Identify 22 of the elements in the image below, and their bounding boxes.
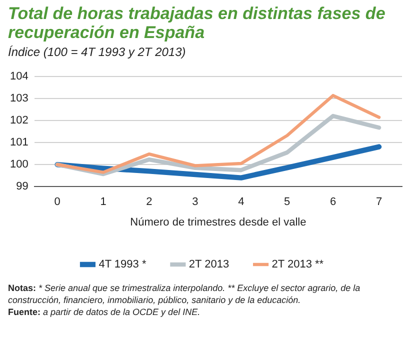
source-note: Fuente: a partir de datos de la OCDE y del INE.: [8, 306, 202, 318]
x-axis-title: Número de trimestres desde el valle: [130, 216, 306, 228]
chart-title: Total de horas trabajadas en distintas fases de recuperación en España: [8, 4, 386, 42]
x-tick-label: 3: [192, 196, 198, 208]
x-tick-label: 1: [100, 196, 106, 208]
x-tick-label: 6: [330, 196, 336, 208]
x-tick-label: 2: [146, 196, 152, 208]
y-tick-label: 101: [10, 136, 28, 149]
legend-label: 2T 2013 **: [272, 258, 324, 271]
y-tick-label: 99: [16, 180, 28, 193]
chart-subtitle: Índice (100 = 4T 1993 y 2T 2013): [8, 45, 186, 59]
x-tick-label: 5: [284, 196, 290, 208]
legend-label: 4T 1993 *: [98, 258, 147, 271]
y-tick-label: 102: [10, 114, 28, 127]
x-tick-label: 0: [54, 196, 60, 208]
legend-label: 2T 2013: [188, 258, 230, 271]
text: Notas: * Serie anual que se trimestraliza interpolando. ** Excluye el sector agrario, de la construcción, financiero, inmobiliario, público, sanitario y de la educación.: [8, 282, 362, 306]
x-tick-label: 4: [238, 196, 244, 208]
y-tick-label: 100: [10, 158, 28, 171]
y-tick-label: 103: [10, 92, 28, 105]
x-tick-label: 7: [376, 196, 382, 208]
y-tick-label: 104: [10, 70, 28, 83]
